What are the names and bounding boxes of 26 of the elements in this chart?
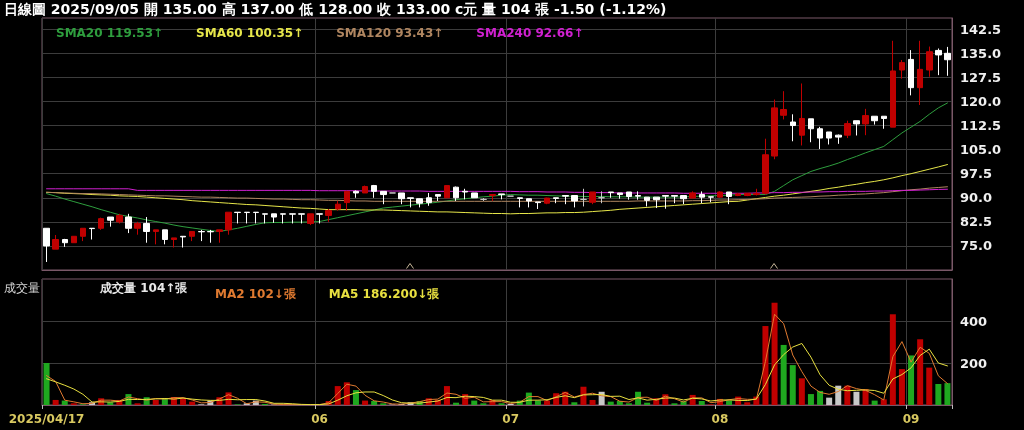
text: SMA240 92.66↑ <box>476 26 584 40</box>
y-tick-label: 82.5 <box>960 214 993 230</box>
y-tick-label: 200 <box>960 355 988 371</box>
y-tick-label: 112.5 <box>960 118 1002 134</box>
text: MA2 102↓張 <box>215 287 297 301</box>
text: SMA120 93.43↑ <box>336 26 444 40</box>
x-tick-label: 06 <box>311 412 328 426</box>
y-tick-label: 120.0 <box>960 93 1002 109</box>
y-tick-label: 97.5 <box>960 166 993 182</box>
y-tick-label: 142.5 <box>960 21 1002 37</box>
annotation: 成交量 104↑張 <box>99 281 189 295</box>
text: SMA20 119.53↑ <box>56 26 164 40</box>
y-tick-label: 90.0 <box>960 190 993 206</box>
y-tick-label: 105.0 <box>960 142 1002 158</box>
chart-title: 日線圖 2025/09/05 開 135.00 高 137.00 低 128.00 收 133.00 c元 量 104 張 -1.50 (-1.12%) <box>4 1 667 17</box>
y-tick-label: 127.5 <box>960 69 1002 85</box>
y-tick-label: 135.0 <box>960 45 1002 61</box>
y-tick-label: 400 <box>960 313 988 329</box>
x-tick-label: 07 <box>502 412 519 426</box>
x-tick-label: 09 <box>902 412 920 426</box>
y-tick-label: 75.0 <box>960 238 993 254</box>
chart-title: 成交量 <box>4 281 40 295</box>
text: SMA60 100.35↑ <box>196 26 304 40</box>
text: MA5 186.200↓張 <box>328 287 441 301</box>
x-tick-label: 2025/04/17 <box>8 412 85 426</box>
x-tick-label: 08 <box>711 412 729 426</box>
